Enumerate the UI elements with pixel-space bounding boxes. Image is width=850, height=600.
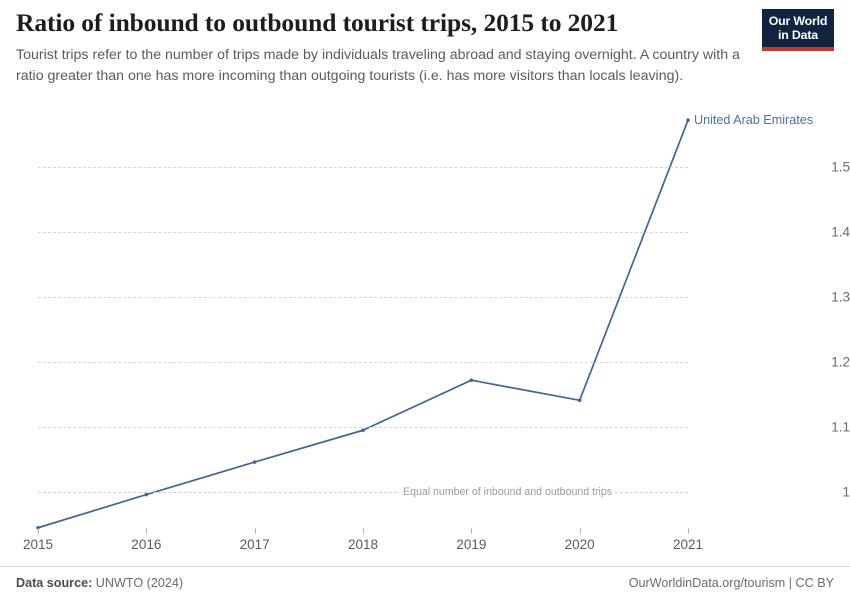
x-axis-tick-label: 2015 xyxy=(22,537,54,552)
y-axis-tick-label: 1 xyxy=(842,484,850,500)
x-axis-tick xyxy=(579,528,581,534)
gridline xyxy=(38,427,688,428)
x-axis-tick xyxy=(38,528,39,534)
x-axis-tick-label: 2018 xyxy=(347,537,379,552)
data-point[interactable] xyxy=(686,118,690,122)
data-source: Data source: UNWTO (2024) xyxy=(16,576,183,590)
data-point[interactable] xyxy=(361,428,365,433)
data-point[interactable] xyxy=(144,492,149,497)
data-source-label: Data source: xyxy=(16,576,93,590)
y-axis-tick-label: 1.3 xyxy=(831,289,850,305)
y-axis-tick-label: 1.2 xyxy=(831,354,850,370)
data-point[interactable] xyxy=(577,398,582,403)
data-source-value: UNWTO (2024) xyxy=(95,576,184,590)
x-axis-tick-label: 2017 xyxy=(239,537,270,552)
logo-line-2: in Data xyxy=(778,28,818,43)
x-axis-tick-label: 2021 xyxy=(672,537,704,552)
x-axis-tick-label: 2019 xyxy=(456,537,487,552)
series-line xyxy=(37,119,689,529)
y-axis-tick-label: 1.4 xyxy=(831,224,850,240)
gridline xyxy=(38,492,688,493)
y-axis-tick-label: 1.5 xyxy=(831,159,850,175)
chart-header: Ratio of inbound to outbound tourist tri… xyxy=(16,8,756,87)
chart-subtitle: Tourist trips refer to the number of tri… xyxy=(16,47,740,85)
logo-line-1: Our World xyxy=(768,14,828,28)
x-axis-tick xyxy=(471,528,473,534)
data-point[interactable] xyxy=(469,378,474,383)
chart-footer: Data source: UNWTO (2024) OurWorldinData… xyxy=(0,566,850,600)
x-axis-tick xyxy=(254,528,256,534)
owid-logo[interactable]: Our World in Data xyxy=(762,9,834,52)
gridline xyxy=(38,362,688,363)
x-axis-tick xyxy=(688,528,689,534)
attribution-link[interactable]: OurWorldinData.org/tourism | CC BY xyxy=(628,576,834,590)
x-axis-tick xyxy=(146,528,148,534)
x-axis: 2015 2016 2017 2018 2019 2020 2021 xyxy=(0,528,850,558)
baseline-annotation: Equal number of inbound and outbound tri… xyxy=(400,486,616,498)
x-axis-tick xyxy=(363,528,364,534)
page-title: Ratio of inbound to outbound tourist tri… xyxy=(16,8,619,37)
gridline xyxy=(38,167,688,168)
gridline xyxy=(38,232,688,233)
y-axis-tick-label: 1.1 xyxy=(831,419,850,435)
plot-area: 1 1.1 1.2 1.3 1.4 1.5 Equal number of inbound… xyxy=(0,110,850,535)
data-point[interactable] xyxy=(252,460,257,464)
data-series-svg xyxy=(36,118,690,530)
series-label-united-arab-emirates[interactable]: United Arab Emirates xyxy=(694,113,813,128)
x-axis-tick-label: 2020 xyxy=(564,537,595,552)
x-axis-tick-label: 2016 xyxy=(131,537,162,552)
gridline xyxy=(38,297,688,298)
